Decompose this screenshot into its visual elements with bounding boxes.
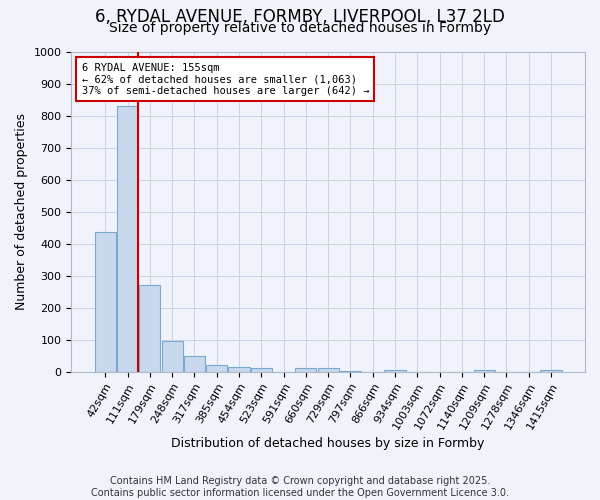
Bar xyxy=(317,368,339,372)
Bar xyxy=(340,371,361,372)
X-axis label: Distribution of detached houses by size in Formby: Distribution of detached houses by size … xyxy=(172,437,485,450)
Bar xyxy=(206,364,227,372)
Bar xyxy=(385,370,406,372)
Bar xyxy=(95,232,116,372)
Bar xyxy=(251,368,272,372)
Bar xyxy=(139,285,160,372)
Bar xyxy=(473,370,495,372)
Bar xyxy=(541,370,562,372)
Bar xyxy=(161,341,182,372)
Text: Contains HM Land Registry data © Crown copyright and database right 2025.
Contai: Contains HM Land Registry data © Crown c… xyxy=(91,476,509,498)
Bar xyxy=(184,356,205,372)
Bar xyxy=(117,106,138,372)
Text: 6, RYDAL AVENUE, FORMBY, LIVERPOOL, L37 2LD: 6, RYDAL AVENUE, FORMBY, LIVERPOOL, L37 … xyxy=(95,8,505,26)
Text: Size of property relative to detached houses in Formby: Size of property relative to detached ho… xyxy=(109,21,491,35)
Bar xyxy=(295,368,316,372)
Y-axis label: Number of detached properties: Number of detached properties xyxy=(15,113,28,310)
Text: 6 RYDAL AVENUE: 155sqm
← 62% of detached houses are smaller (1,063)
37% of semi-: 6 RYDAL AVENUE: 155sqm ← 62% of detached… xyxy=(82,62,369,96)
Bar xyxy=(229,367,250,372)
